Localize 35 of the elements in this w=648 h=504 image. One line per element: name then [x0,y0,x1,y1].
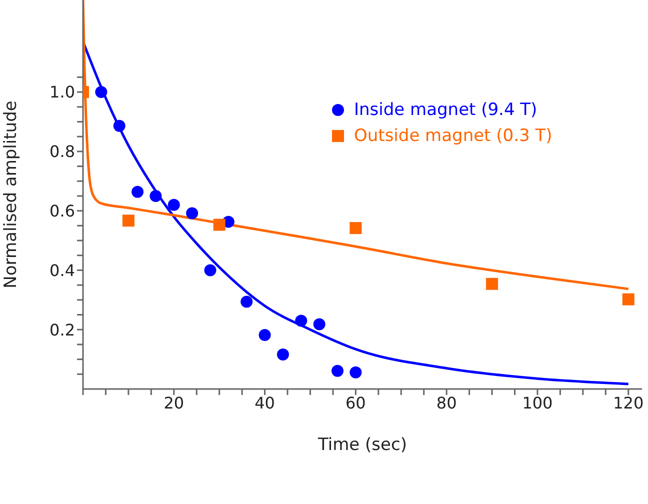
legend-label: Inside magnet (9.4 T) [354,100,538,120]
point [295,314,308,327]
x-axis-title: Time (sec) [317,435,407,455]
point [258,328,271,341]
point [332,364,344,377]
x-tick-label: 120 [613,393,644,412]
point [186,207,198,220]
x-tick-label: 80 [436,393,457,412]
point [132,186,144,198]
point [486,278,498,290]
point [276,348,289,361]
point [95,86,108,98]
line-series [83,0,630,290]
point [350,366,362,378]
x-tick-label: 60 [346,393,366,412]
point [168,198,180,211]
point [122,214,134,227]
point [113,120,126,132]
y-tick-label: 0.2 [50,320,75,340]
x-tick-label: 20 [164,393,184,412]
x-tick-label: 40 [254,393,275,412]
y-tick-label: 1.0 [50,82,75,102]
x-tick-label: 100 [522,393,553,412]
point [204,264,216,276]
legend-label: Outside magnet (0.3 T) [354,126,552,146]
point [622,293,634,306]
point [240,296,253,308]
y-tick-label: 0.4 [50,260,75,280]
y-tick-label: 0.6 [50,202,75,221]
point [213,218,226,231]
y-tick-label: 0.8 [50,142,75,162]
point [313,318,326,330]
y-axis-title: Normalised amplitude [1,100,22,288]
point [150,190,162,202]
point [350,222,362,234]
